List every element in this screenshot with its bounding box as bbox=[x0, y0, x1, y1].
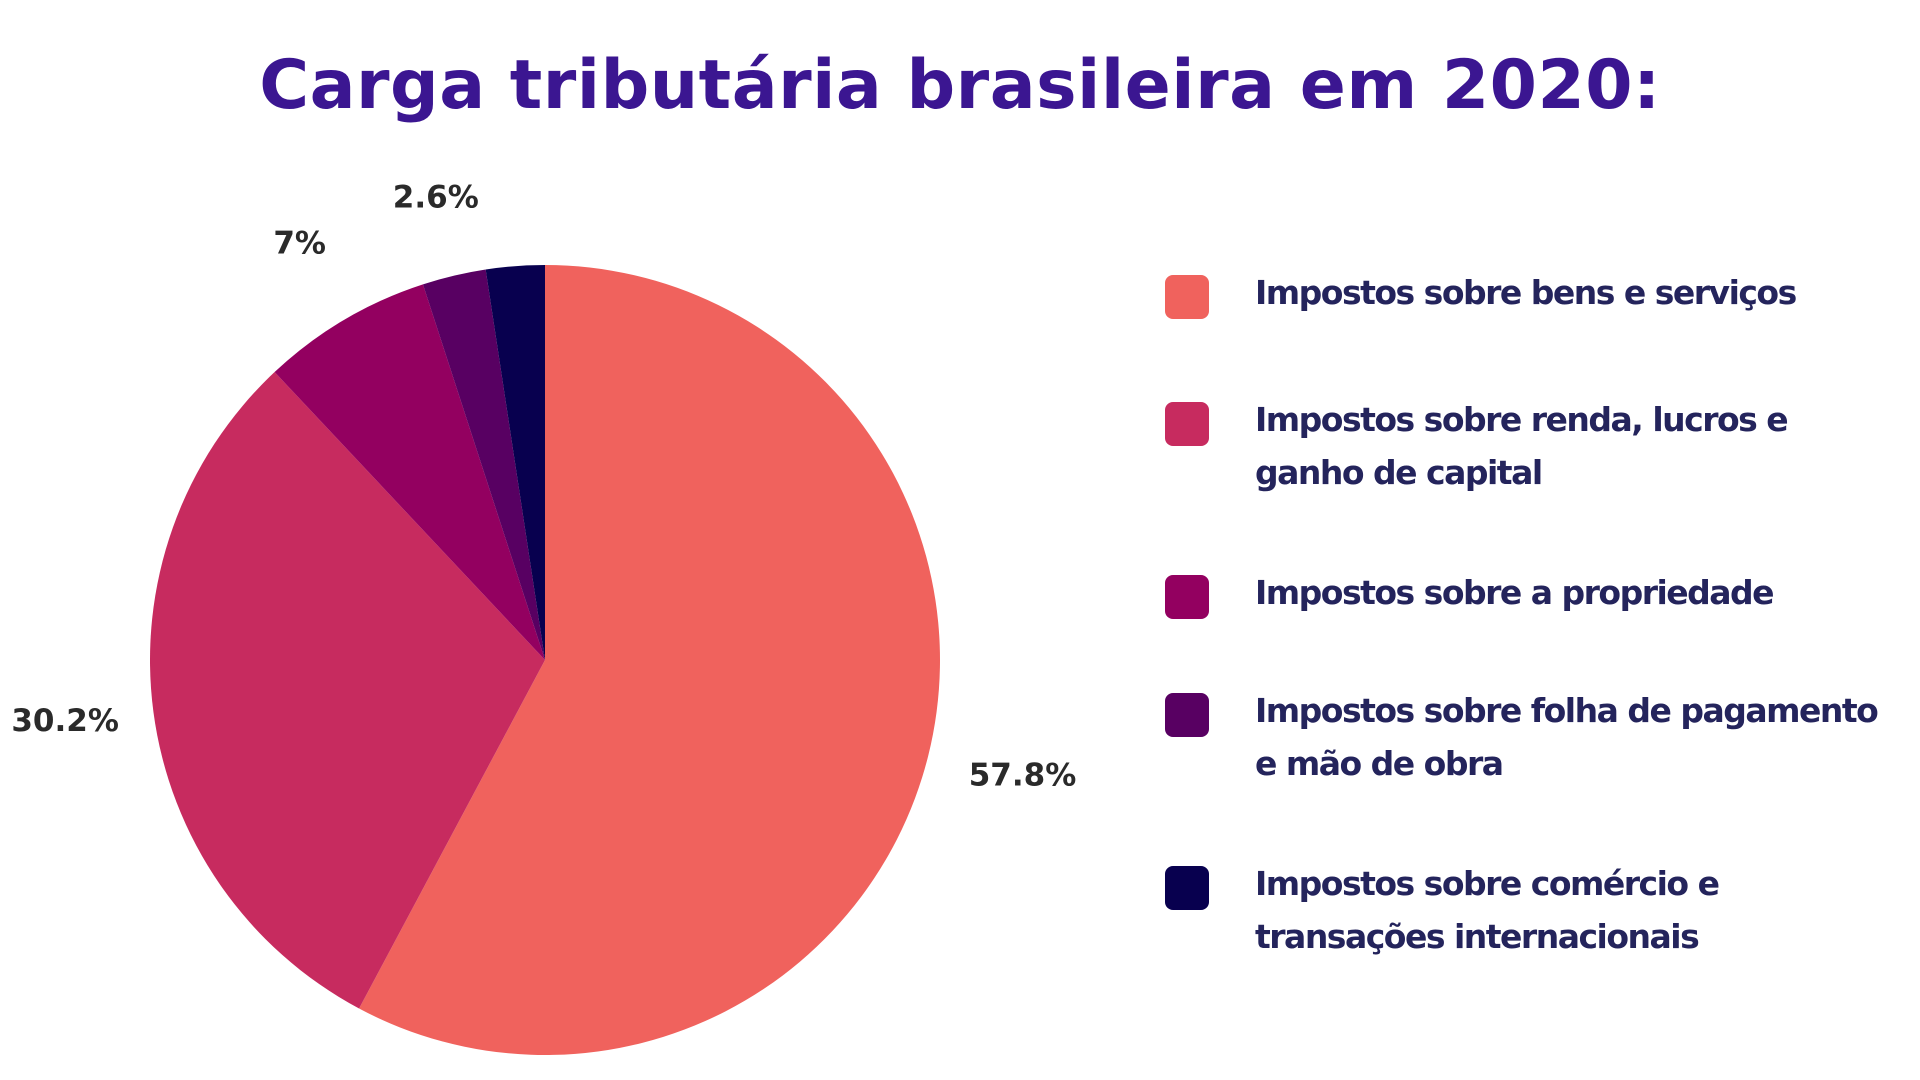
legend-item: Impostos sobre renda, lucros e ganho de … bbox=[1165, 397, 1895, 499]
legend-item: Impostos sobre bens e serviços bbox=[1165, 270, 1895, 319]
pie-slice bbox=[274, 284, 545, 660]
chart-title: Carga tributária brasileira em 2020: bbox=[259, 46, 1661, 125]
legend-swatch bbox=[1165, 866, 1209, 910]
slice-value-label: 7% bbox=[273, 226, 326, 262]
legend-swatch bbox=[1165, 693, 1209, 737]
pie-chart: 57.8% 30.2% 7% 2.6% bbox=[11, 179, 1077, 1055]
pie-slice bbox=[359, 265, 940, 1055]
legend-swatch bbox=[1165, 275, 1209, 319]
legend-label: Impostos sobre bens e serviços bbox=[1255, 273, 1797, 312]
legend-label: Impostos sobre comércio e transações int… bbox=[1255, 864, 1720, 956]
slice-value-label: 30.2% bbox=[11, 703, 119, 739]
legend-label: Impostos sobre renda, lucros e ganho de … bbox=[1255, 400, 1789, 492]
slice-value-label: 57.8% bbox=[969, 757, 1077, 793]
pie-slice bbox=[150, 372, 545, 1009]
pie-slice bbox=[485, 265, 545, 660]
legend-label: Impostos sobre a propriedade bbox=[1255, 573, 1775, 612]
pie-slice bbox=[422, 269, 545, 660]
legend-label: Impostos sobre folha de pagamento e mão … bbox=[1255, 691, 1879, 783]
legend-swatch bbox=[1165, 402, 1209, 446]
slice-value-label: 2.6% bbox=[393, 179, 479, 215]
legend-swatch bbox=[1165, 575, 1209, 619]
legend-item: Impostos sobre comércio e transações int… bbox=[1165, 861, 1895, 963]
legend-item: Impostos sobre a propriedade bbox=[1165, 570, 1895, 619]
legend-item: Impostos sobre folha de pagamento e mão … bbox=[1165, 688, 1895, 790]
